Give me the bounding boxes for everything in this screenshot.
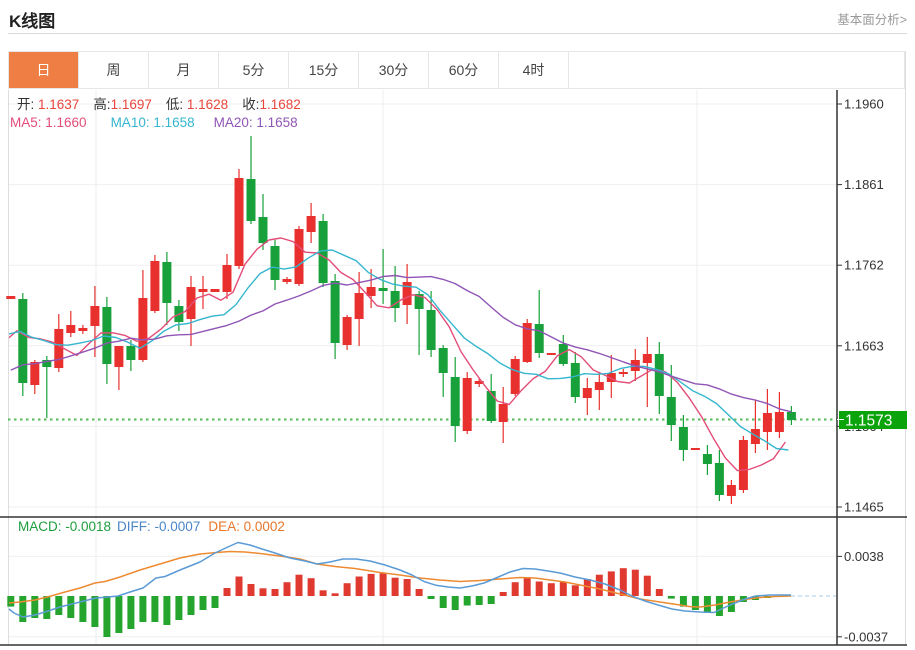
svg-text:1.1663: 1.1663 bbox=[844, 338, 884, 353]
svg-text:1.1861: 1.1861 bbox=[844, 177, 884, 192]
svg-text:1.1573: 1.1573 bbox=[845, 413, 892, 430]
svg-text:1.1762: 1.1762 bbox=[844, 258, 884, 273]
svg-text:1.1465: 1.1465 bbox=[844, 500, 884, 515]
svg-text:-0.0037: -0.0037 bbox=[844, 629, 888, 644]
svg-text:1.1960: 1.1960 bbox=[844, 97, 884, 112]
svg-text:0.0038: 0.0038 bbox=[844, 549, 884, 564]
